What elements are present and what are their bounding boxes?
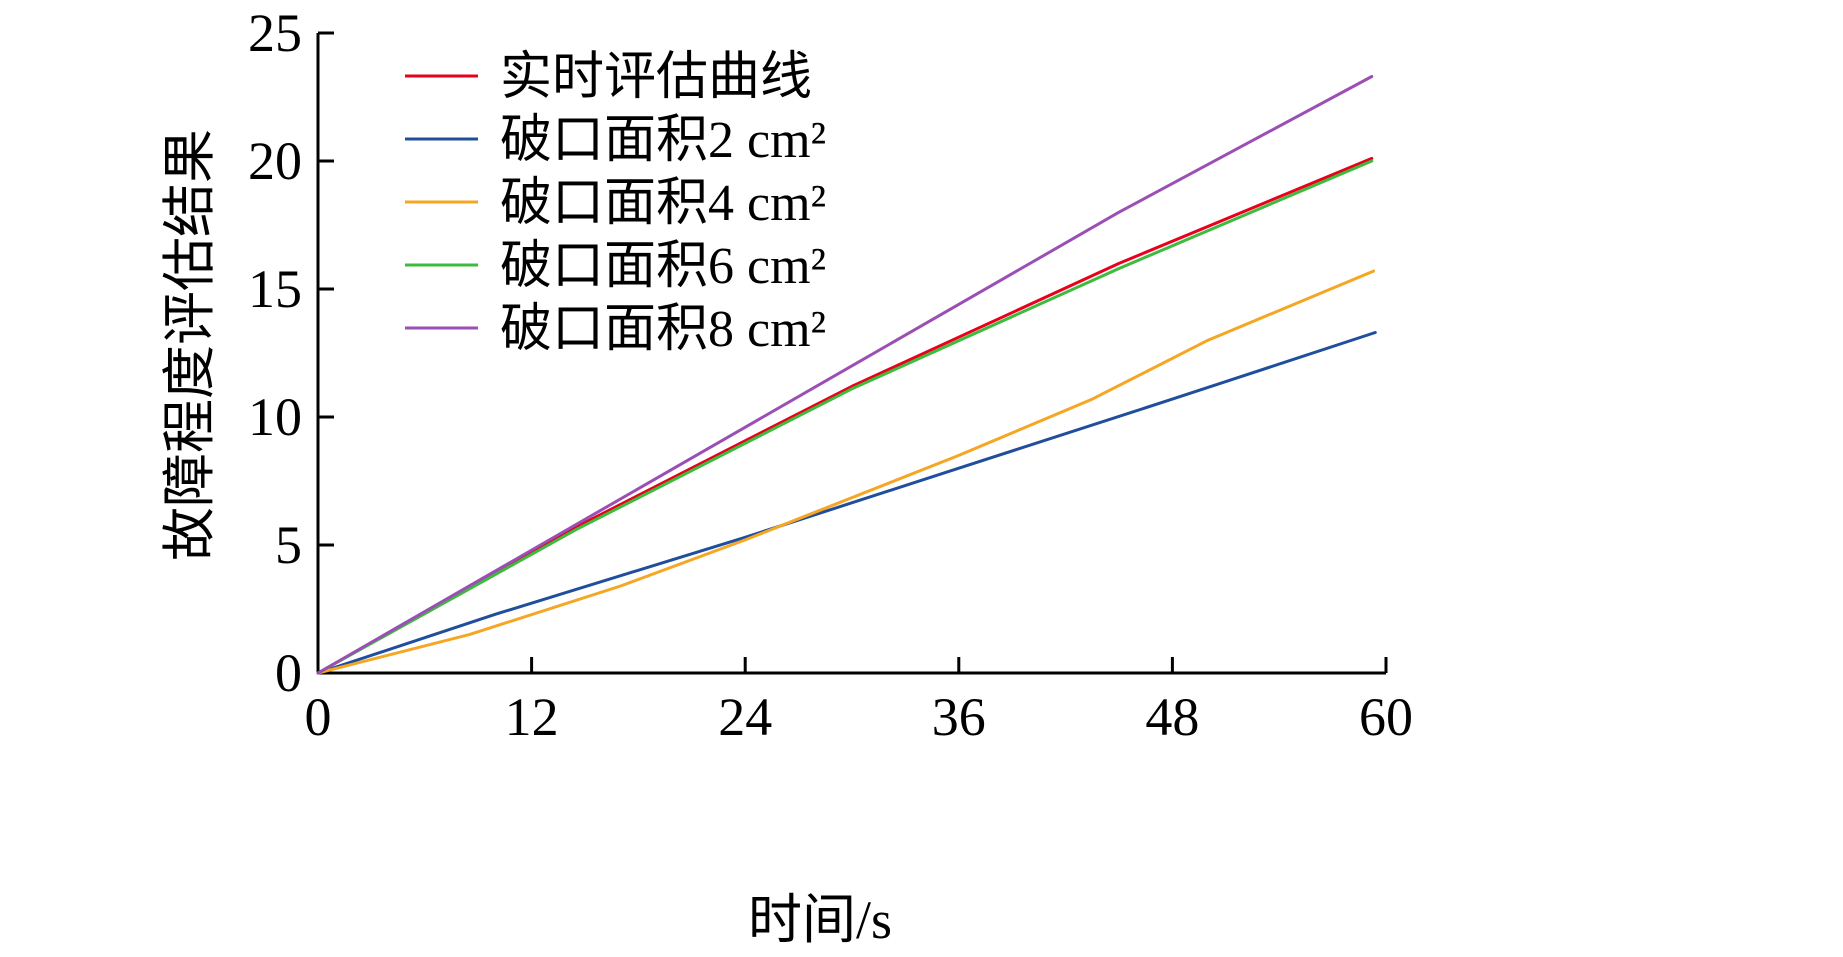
y-tick-label: 20: [248, 131, 302, 191]
y-tick-label: 15: [248, 259, 302, 319]
series-line-4: [316, 159, 1374, 675]
axis-ticks: 0 12 24 36 48 60 0 5 10 15 20 25: [248, 3, 1413, 747]
y-tick-label: 25: [248, 3, 302, 63]
x-tick-label: 36: [932, 687, 986, 747]
x-tick-label: 12: [505, 687, 559, 747]
series-line-5: [316, 75, 1374, 675]
x-tick-label: 48: [1145, 687, 1199, 747]
legend-label-2: 破口面积2 cm²: [500, 112, 826, 169]
y-tick-label: 10: [248, 387, 302, 447]
legend-label-5: 破口面积8 cm²: [500, 301, 826, 358]
series-group: [316, 75, 1377, 675]
legend-label-4: 破口面积6 cm²: [500, 238, 826, 295]
x-tick-label: 60: [1359, 687, 1413, 747]
y-tick-label: 0: [275, 643, 302, 703]
series-line-2: [316, 331, 1377, 675]
legend-label-3: 破口面积4 cm²: [500, 175, 826, 232]
series-line-1: [316, 156, 1374, 675]
y-tick-label: 5: [275, 515, 302, 575]
x-axis-title: 时间/s: [748, 890, 892, 950]
series-line-3: [316, 269, 1375, 675]
y-axis-title: 故障程度评估结果: [160, 129, 220, 561]
x-tick-label: 0: [305, 687, 332, 747]
legend-label-1: 实时评估曲线: [500, 49, 812, 106]
x-tick-label: 24: [718, 687, 772, 747]
